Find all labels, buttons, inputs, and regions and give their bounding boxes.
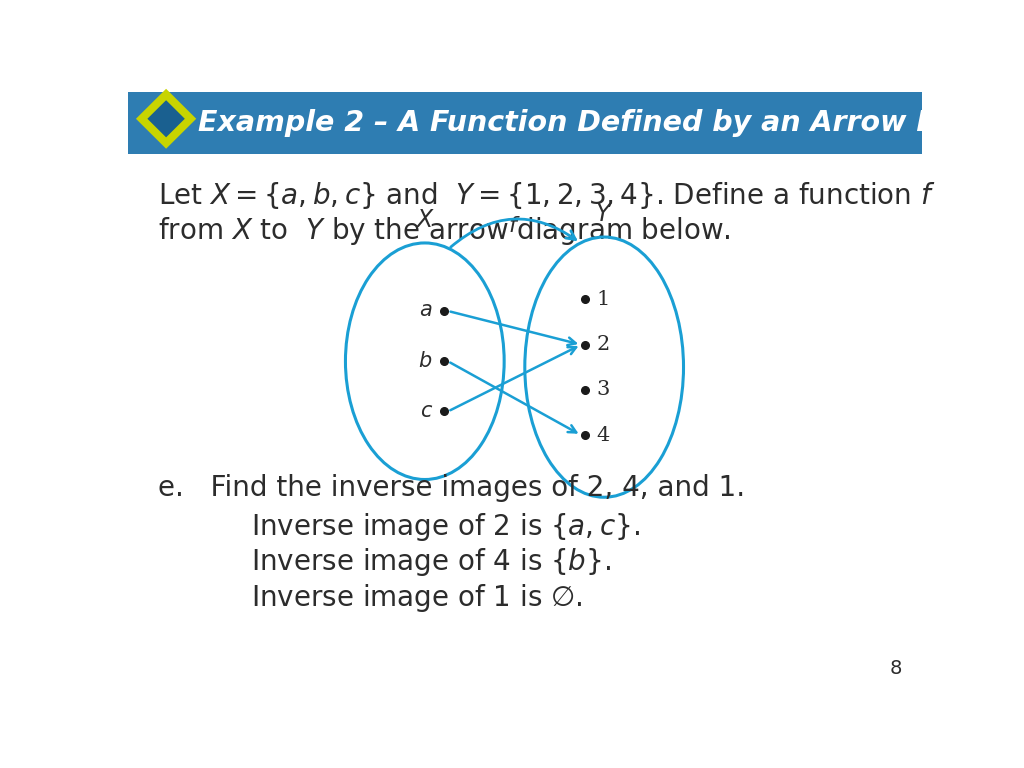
Text: e.   Find the inverse images of 2, 4, and 1.: e. Find the inverse images of 2, 4, and … [158,475,745,502]
Polygon shape [136,89,197,149]
Text: Inverse image of 1 is $\varnothing$.: Inverse image of 1 is $\varnothing$. [251,582,583,614]
FancyArrowPatch shape [451,362,577,432]
Text: Inverse image of 2 is $\{a, c\}$.: Inverse image of 2 is $\{a, c\}$. [251,511,640,543]
Text: $X$: $X$ [415,209,434,232]
Text: $\it{b}$: $\it{b}$ [419,351,433,371]
Text: 3: 3 [596,380,609,399]
Text: from $X$ to  $Y$ by the arrow diagram below.: from $X$ to $Y$ by the arrow diagram bel… [158,215,731,247]
FancyArrowPatch shape [451,219,575,247]
Text: $Y$: $Y$ [595,203,613,226]
Text: $\it{a}$: $\it{a}$ [419,302,433,320]
Text: 2: 2 [596,335,609,354]
Text: Let $X = \{a, b, c\}$ and  $Y = \{1, 2, 3, 4\}$. Define a function $f$: Let $X = \{a, b, c\}$ and $Y = \{1, 2, 3… [158,180,936,211]
Polygon shape [147,100,184,137]
Text: $\it{c}$: $\it{c}$ [420,402,433,421]
Text: Example 2 – A Function Defined by an Arrow Diagram: Example 2 – A Function Defined by an Arr… [198,109,1024,137]
Text: 4: 4 [596,425,609,445]
FancyBboxPatch shape [128,92,922,154]
Text: 1: 1 [596,290,609,309]
FancyArrowPatch shape [451,312,575,345]
FancyArrowPatch shape [451,347,577,410]
Text: 8: 8 [890,659,902,678]
Text: Inverse image of 4 is $\{b\}$.: Inverse image of 4 is $\{b\}$. [251,546,611,578]
Text: $f$: $f$ [508,215,521,237]
